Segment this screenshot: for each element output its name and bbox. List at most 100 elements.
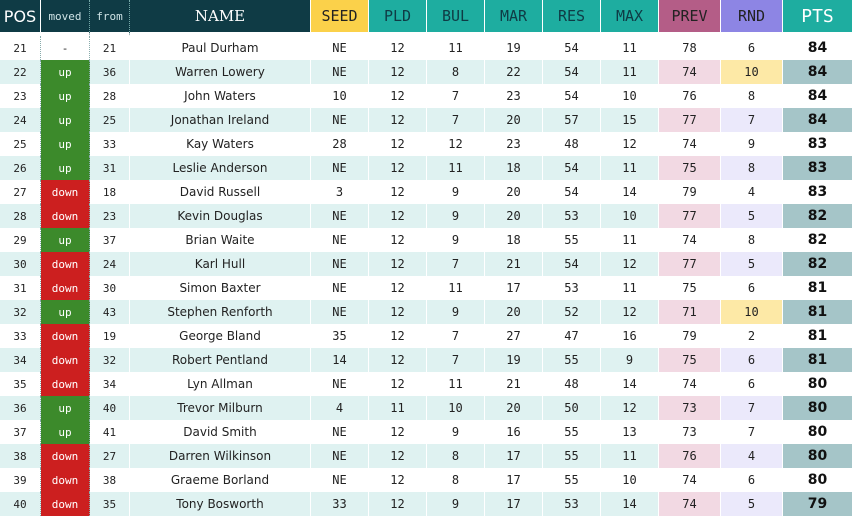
cell-seed: 10 <box>311 84 369 108</box>
header-mar[interactable]: MAR <box>485 0 543 36</box>
cell-pos: 26 <box>0 156 41 180</box>
cell-bul: 11 <box>427 276 485 300</box>
cell-pld: 12 <box>369 348 427 372</box>
header-res[interactable]: RES <box>543 0 601 36</box>
cell-res: 53 <box>543 276 601 300</box>
cell-pos: 37 <box>0 420 41 444</box>
cell-res: 55 <box>543 348 601 372</box>
movement-badge: down <box>41 324 90 348</box>
cell-mar: 23 <box>485 84 543 108</box>
cell-prev: 76 <box>659 84 721 108</box>
cell-rnd: 6 <box>721 468 783 492</box>
cell-pld: 12 <box>369 252 427 276</box>
movement-badge: up <box>41 396 90 420</box>
cell-pts: 83 <box>783 156 853 180</box>
cell-pos: 40 <box>0 492 41 516</box>
table-row[interactable]: 24 up 25 Jonathan Ireland NE 12 7 20 57 15 77 7 84 <box>0 108 853 132</box>
cell-pld: 12 <box>369 300 427 324</box>
header-bul[interactable]: BUL <box>427 0 485 36</box>
header-name[interactable]: NAME <box>130 0 311 36</box>
cell-rnd: 7 <box>721 108 783 132</box>
cell-max: 11 <box>601 60 659 84</box>
cell-rnd: 2 <box>721 324 783 348</box>
table-row[interactable]: 40 down 35 Tony Bosworth 33 12 9 17 53 14 74 5 79 <box>0 492 853 516</box>
table-row[interactable]: 27 down 18 David Russell 3 12 9 20 54 14 79 4 83 <box>0 180 853 204</box>
header-moved[interactable]: moved <box>41 0 90 36</box>
cell-mar: 23 <box>485 132 543 156</box>
table-row[interactable]: 32 up 43 Stephen Renforth NE 12 9 20 52 12 71 10 81 <box>0 300 853 324</box>
cell-seed: NE <box>311 36 369 60</box>
cell-from: 21 <box>90 36 130 60</box>
cell-res: 53 <box>543 204 601 228</box>
cell-max: 11 <box>601 228 659 252</box>
cell-pts: 81 <box>783 348 853 372</box>
player-name: Tony Bosworth <box>130 492 311 516</box>
cell-pld: 12 <box>369 36 427 60</box>
cell-rnd: 9 <box>721 132 783 156</box>
cell-mar: 22 <box>485 60 543 84</box>
table-row[interactable]: 22 up 36 Warren Lowery NE 12 8 22 54 11 74 10 84 <box>0 60 853 84</box>
cell-from: 30 <box>90 276 130 300</box>
table-row[interactable]: 25 up 33 Kay Waters 28 12 12 23 48 12 74 9 83 <box>0 132 853 156</box>
header-prev[interactable]: PREV <box>659 0 721 36</box>
table-row[interactable]: 21-21 Paul Durham NE 12 11 19 54 11 78 6 84 <box>0 36 853 60</box>
cell-seed: NE <box>311 300 369 324</box>
cell-rnd: 7 <box>721 396 783 420</box>
table-row[interactable]: 31 down 30 Simon Baxter NE 12 11 17 53 11 75 6 81 <box>0 276 853 300</box>
cell-pts: 80 <box>783 420 853 444</box>
cell-rnd: 4 <box>721 444 783 468</box>
cell-res: 57 <box>543 108 601 132</box>
cell-rnd: 5 <box>721 492 783 516</box>
table-row[interactable]: 39 down 38 Graeme Borland NE 12 8 17 55 10 74 6 80 <box>0 468 853 492</box>
cell-from: 28 <box>90 84 130 108</box>
movement-badge: up <box>41 300 90 324</box>
cell-seed: 33 <box>311 492 369 516</box>
player-name: Paul Durham <box>130 36 311 60</box>
header-pos[interactable]: POS <box>0 0 41 36</box>
cell-mar: 19 <box>485 348 543 372</box>
cell-seed: NE <box>311 156 369 180</box>
header-rnd[interactable]: RND <box>721 0 783 36</box>
cell-pos: 31 <box>0 276 41 300</box>
header-seed[interactable]: SEED <box>311 0 369 36</box>
table-row[interactable]: 26 up 31 Leslie Anderson NE 12 11 18 54 11 75 8 83 <box>0 156 853 180</box>
cell-max: 12 <box>601 396 659 420</box>
table-row[interactable]: 28 down 23 Kevin Douglas NE 12 9 20 53 10 77 5 82 <box>0 204 853 228</box>
cell-pld: 12 <box>369 60 427 84</box>
cell-bul: 9 <box>427 492 485 516</box>
table-row[interactable]: 30 down 24 Karl Hull NE 12 7 21 54 12 77 5 82 <box>0 252 853 276</box>
table-row[interactable]: 36 up 40 Trevor Milburn 4 11 10 20 50 12 73 7 80 <box>0 396 853 420</box>
cell-seed: NE <box>311 108 369 132</box>
table-row[interactable]: 34 down 32 Robert Pentland 14 12 7 19 55 9 75 6 81 <box>0 348 853 372</box>
header-pld[interactable]: PLD <box>369 0 427 36</box>
header-pts[interactable]: PTS <box>783 0 853 36</box>
table-row[interactable]: 38 down 27 Darren Wilkinson NE 12 8 17 55 11 76 4 80 <box>0 444 853 468</box>
cell-res: 52 <box>543 300 601 324</box>
cell-pts: 81 <box>783 300 853 324</box>
table-row[interactable]: 23 up 28 John Waters 10 12 7 23 54 10 76 8 84 <box>0 84 853 108</box>
cell-rnd: 10 <box>721 60 783 84</box>
cell-res: 54 <box>543 180 601 204</box>
header-from[interactable]: from <box>90 0 130 36</box>
table-row[interactable]: 33 down 19 George Bland 35 12 7 27 47 16 79 2 81 <box>0 324 853 348</box>
table-row[interactable]: 35 down 34 Lyn Allman NE 12 11 21 48 14 74 6 80 <box>0 372 853 396</box>
cell-mar: 20 <box>485 180 543 204</box>
cell-seed: 3 <box>311 180 369 204</box>
cell-seed: 35 <box>311 324 369 348</box>
table-row[interactable]: 29 up 37 Brian Waite NE 12 9 18 55 11 74 8 82 <box>0 228 853 252</box>
cell-bul: 7 <box>427 348 485 372</box>
cell-max: 10 <box>601 204 659 228</box>
cell-bul: 11 <box>427 156 485 180</box>
table-row[interactable]: 37 up 41 David Smith NE 12 9 16 55 13 73 7 80 <box>0 420 853 444</box>
header-max[interactable]: MAX <box>601 0 659 36</box>
cell-prev: 71 <box>659 300 721 324</box>
cell-seed: NE <box>311 204 369 228</box>
cell-pld: 12 <box>369 420 427 444</box>
cell-prev: 75 <box>659 348 721 372</box>
cell-pld: 12 <box>369 84 427 108</box>
cell-max: 14 <box>601 492 659 516</box>
cell-pld: 12 <box>369 108 427 132</box>
cell-res: 47 <box>543 324 601 348</box>
cell-from: 43 <box>90 300 130 324</box>
player-name: Kay Waters <box>130 132 311 156</box>
